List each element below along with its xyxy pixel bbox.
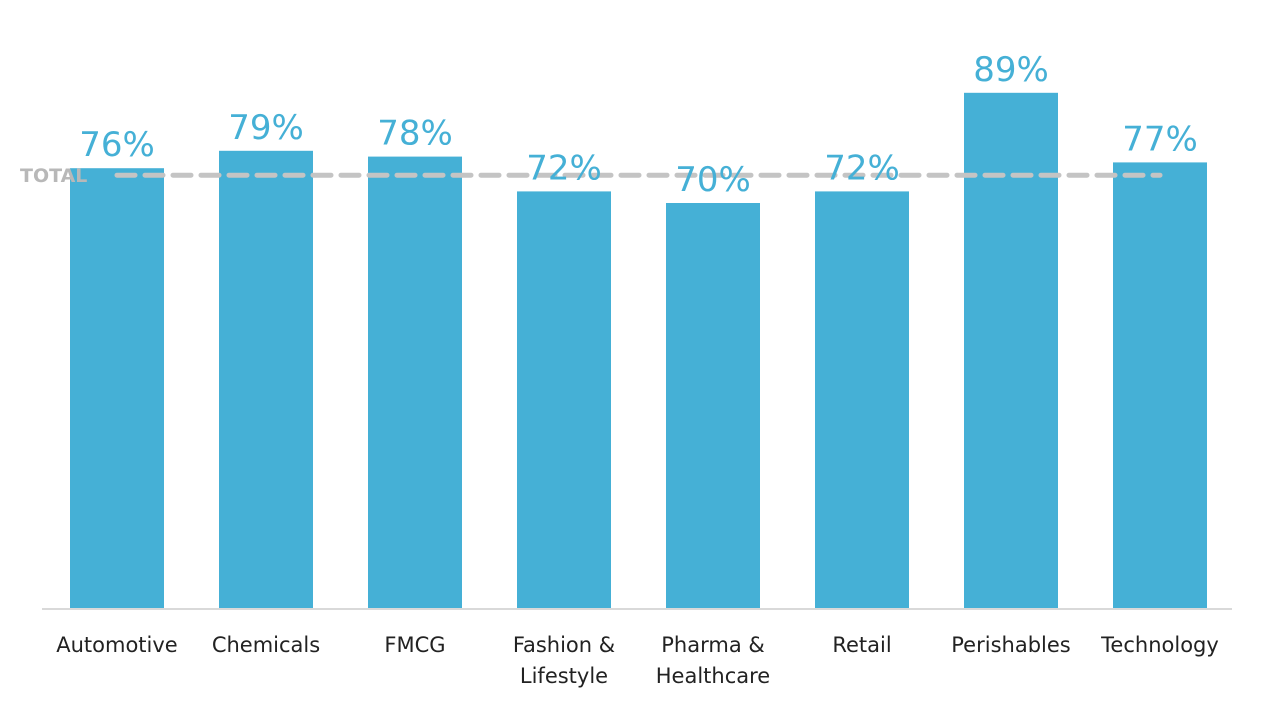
bar-value-label: 72% xyxy=(526,148,602,188)
category-label-line: Technology xyxy=(1100,633,1219,657)
bar xyxy=(1113,162,1207,609)
category-label: Retail xyxy=(832,633,891,657)
category-label-line: Lifestyle xyxy=(520,664,608,688)
bar-value-label: 76% xyxy=(79,125,155,165)
category-label: Pharma & Healthcare xyxy=(656,633,770,688)
category-label-line: Pharma & xyxy=(661,633,764,657)
bar xyxy=(964,92,1058,610)
category-label-line: FMCG xyxy=(384,633,445,657)
bar-value-label: 70% xyxy=(675,160,751,200)
bar xyxy=(70,168,164,609)
category-label: Fashion & Lifestyle xyxy=(513,633,615,688)
bar xyxy=(815,191,909,609)
bar-value-label: 72% xyxy=(824,148,900,188)
category-label-line: Chemicals xyxy=(212,633,320,657)
category-label: Perishables xyxy=(951,633,1070,657)
category-label: Technology xyxy=(1100,633,1219,657)
bar-value-label: 77% xyxy=(1122,119,1198,159)
bar xyxy=(517,191,611,609)
bars-group xyxy=(70,92,1207,610)
bar xyxy=(666,203,760,609)
category-label-line: Automotive xyxy=(56,633,177,657)
category-label: FMCG xyxy=(384,633,445,657)
value-labels-group: 76% 79% 78% 72% 70% 72% 89% 77% xyxy=(79,50,1198,200)
total-reference-label: TOTAL xyxy=(20,165,87,187)
category-labels-group: Automotive Chemicals FMCG Fashion & Lifestyl… xyxy=(56,633,1219,688)
bar-value-label: 79% xyxy=(228,108,304,148)
bar xyxy=(368,156,462,609)
category-label: Chemicals xyxy=(212,633,320,657)
category-label-line: Healthcare xyxy=(656,664,770,688)
bar-value-label: 78% xyxy=(377,114,453,154)
category-label-line: Perishables xyxy=(951,633,1070,657)
category-label: Automotive xyxy=(56,633,177,657)
category-label-line: Fashion & xyxy=(513,633,615,657)
category-label-line: Retail xyxy=(832,633,891,657)
bar-value-label: 89% xyxy=(973,50,1049,90)
bar xyxy=(219,150,313,610)
